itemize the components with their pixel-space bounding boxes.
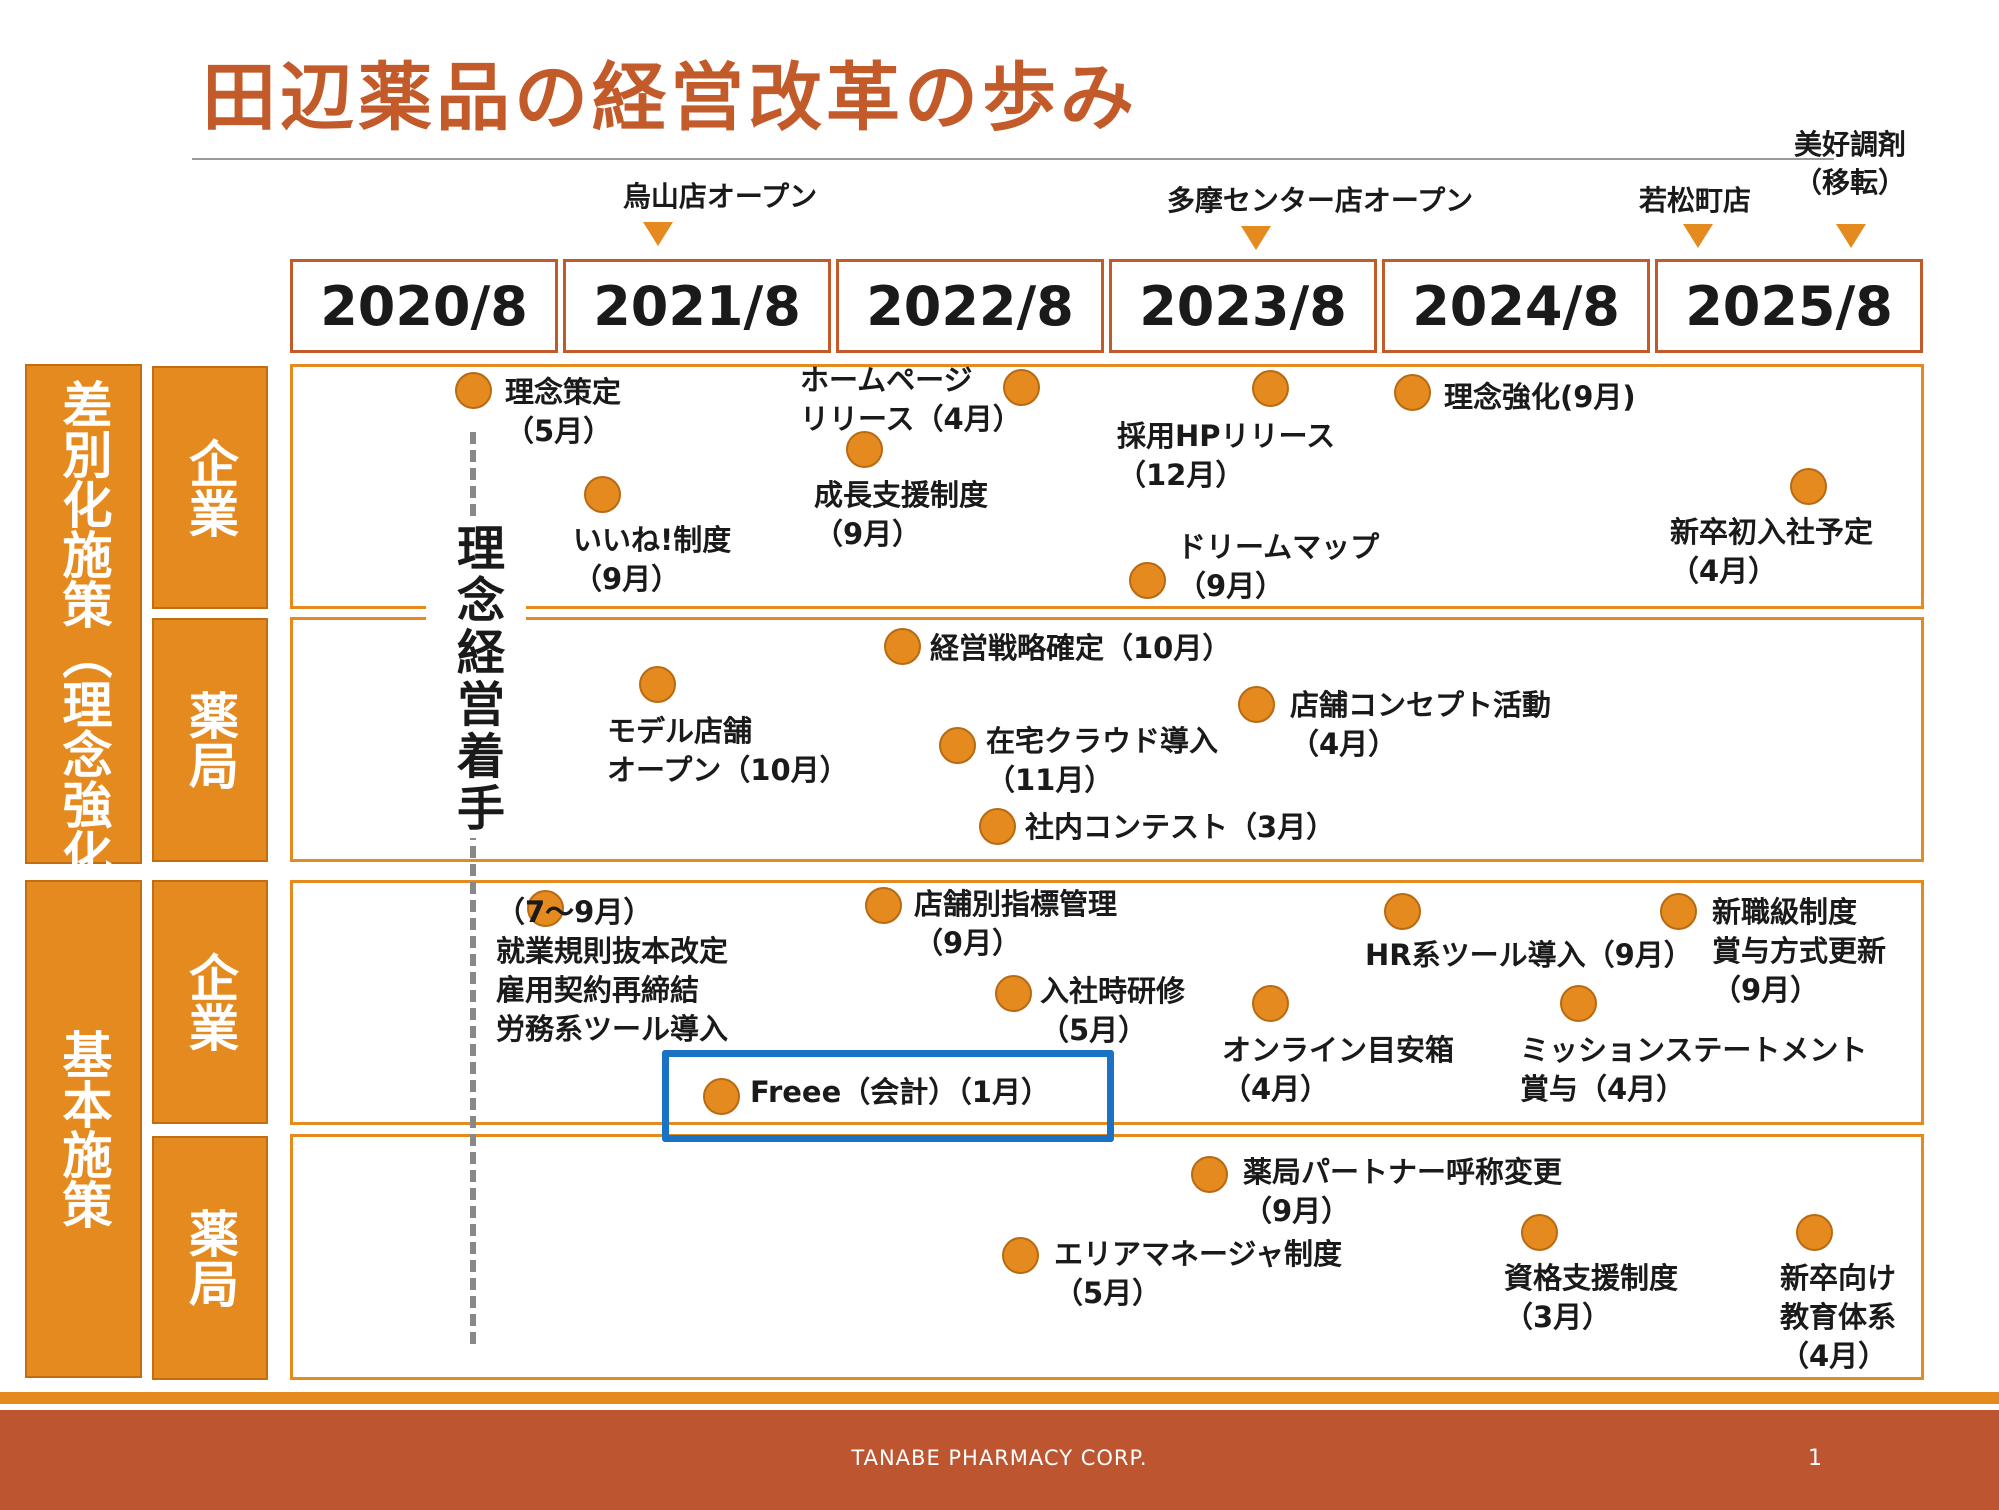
- milestone-marker-icon: [1836, 224, 1866, 248]
- event-dot: [1790, 468, 1827, 505]
- event-label: モデル店舗 オープン（10月）: [607, 714, 849, 787]
- milestone-miyoshi: 美好調剤 （移転）: [1793, 128, 1906, 199]
- category-differentiation: 差別化施策（理念強化）: [25, 364, 142, 929]
- event-dot: [455, 372, 492, 409]
- event-label: 採用HPリリース （12月）: [1117, 419, 1336, 492]
- event-dot: [939, 727, 976, 764]
- lane-basic-pharmacy: [290, 1134, 1924, 1380]
- event-label: 入社時研修 （5月）: [1040, 974, 1186, 1047]
- event-dot: [846, 431, 883, 468]
- event-dot: [995, 975, 1032, 1012]
- lane-diff-company: [290, 364, 1924, 609]
- event-label: ドリームマップ （9月）: [1177, 530, 1380, 603]
- event-dot: [584, 476, 621, 513]
- milestone-marker-icon: [1241, 226, 1271, 250]
- event-label: 社内コンテスト（3月）: [1025, 810, 1336, 844]
- event-label: 理念強化(9月): [1444, 380, 1636, 414]
- footer-company: TANABE PHARMACY CORP.: [851, 1446, 1148, 1470]
- subcategory-pharmacy: 薬局: [152, 1136, 268, 1380]
- event-dot: [639, 666, 676, 703]
- event-dot: [1384, 893, 1421, 930]
- event-label: HR系ツール導入（9月）: [1365, 938, 1693, 972]
- event-label: 理念策定 （5月）: [505, 375, 622, 448]
- year-2022: 2022/8: [836, 259, 1104, 353]
- footer-stripe: [0, 1392, 1999, 1404]
- event-label: 経営戦略確定（10月）: [930, 631, 1232, 665]
- lane-diff-pharmacy: [290, 617, 1924, 862]
- subcategory-company: 企業: [152, 366, 268, 609]
- event-label: 店舗別指標管理 （9月）: [914, 887, 1118, 960]
- milestone-tama-center: 多摩センター店オープン: [1166, 184, 1474, 217]
- event-dot: [1660, 893, 1697, 930]
- event-dot: [884, 628, 921, 665]
- event-label-freee: Freee（会計）（1月）: [750, 1075, 1050, 1109]
- title-divider: [192, 158, 1834, 160]
- milestone-marker-icon: [1683, 224, 1713, 248]
- page-title: 田辺薬品の経営改革の歩み: [202, 55, 1138, 141]
- year-2020: 2020/8: [290, 259, 558, 353]
- event-label: 新卒初入社予定 （4月）: [1670, 515, 1874, 588]
- subcategory-company: 企業: [152, 880, 268, 1124]
- event-label: ホームページ リリース（4月）: [800, 363, 1022, 436]
- event-label: 新職級制度 賞与方式更新 （9月）: [1712, 895, 1887, 1007]
- event-label: 新卒向け 教育体系 （4月）: [1780, 1261, 1897, 1373]
- start-label: 理念経営着手: [426, 520, 526, 838]
- start-dashed-line: [470, 432, 476, 1344]
- event-dot: [1252, 985, 1289, 1022]
- subcategory-pharmacy: 薬局: [152, 618, 268, 862]
- event-label: 成長支援制度 （9月）: [814, 478, 989, 551]
- event-dot: [1796, 1214, 1833, 1251]
- event-dot: [865, 887, 902, 924]
- year-2025: 2025/8: [1655, 259, 1923, 353]
- event-dot: [703, 1078, 740, 1115]
- highlight-box: [662, 1050, 1114, 1142]
- category-basic: 基本施策: [25, 880, 142, 1378]
- event-dot: [1003, 369, 1040, 406]
- milestone-karasuyama: 烏山店オープン: [622, 180, 818, 213]
- event-dot: [1002, 1237, 1039, 1274]
- footer-bar: TANABE PHARMACY CORP. 1: [0, 1410, 1999, 1510]
- event-label: （7〜9月） 就業規則抜本改定 雇用契約再締結 労務系ツール導入: [496, 895, 729, 1046]
- event-dot: [527, 890, 564, 927]
- milestone-wakamatsucho: 若松町店: [1638, 184, 1751, 217]
- event-label: ミッションステートメント 賞与（4月）: [1520, 1033, 1868, 1106]
- event-dot: [1560, 985, 1597, 1022]
- event-dot: [1394, 374, 1431, 411]
- event-dot: [1238, 686, 1275, 723]
- event-dot: [1252, 370, 1289, 407]
- page-number: 1: [1808, 1446, 1822, 1471]
- event-label: いいね!制度 （9月）: [573, 523, 732, 596]
- event-label: 在宅クラウド導入 （11月）: [986, 724, 1219, 797]
- event-dot: [1191, 1156, 1228, 1193]
- event-label: エリアマネージャ制度 （5月）: [1054, 1237, 1342, 1310]
- year-2024: 2024/8: [1382, 259, 1650, 353]
- year-2021: 2021/8: [563, 259, 831, 353]
- event-label: オンライン目安箱 （4月）: [1222, 1033, 1455, 1106]
- event-dot: [979, 808, 1016, 845]
- event-dot: [1129, 562, 1166, 599]
- event-label: 薬局パートナー呼称変更 （9月）: [1243, 1155, 1563, 1228]
- year-2023: 2023/8: [1109, 259, 1377, 353]
- event-dot: [1521, 1214, 1558, 1251]
- event-label: 資格支援制度 （3月）: [1504, 1261, 1679, 1334]
- milestone-marker-icon: [643, 222, 673, 246]
- event-label: 店舗コンセプト活動 （4月）: [1290, 688, 1552, 761]
